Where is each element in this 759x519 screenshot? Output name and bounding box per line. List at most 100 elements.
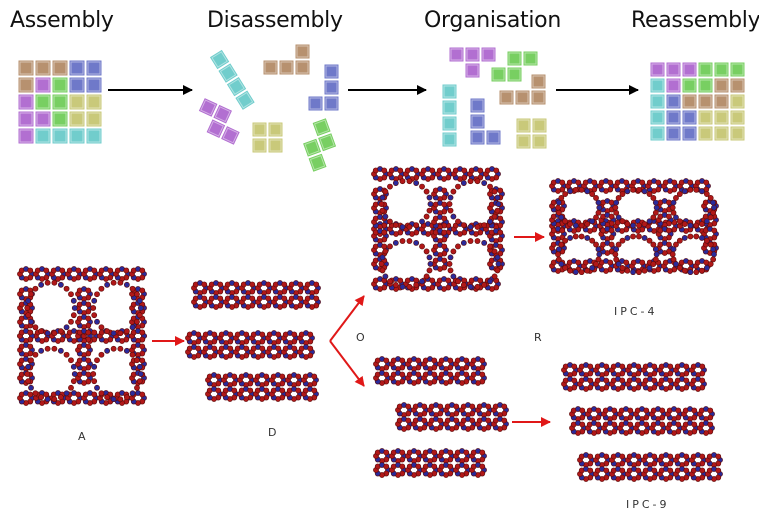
atom <box>501 403 508 410</box>
atom <box>639 259 646 266</box>
atom <box>32 351 39 358</box>
atom <box>71 371 78 377</box>
tetris-cell <box>469 97 486 114</box>
atom <box>63 285 70 292</box>
atom <box>455 183 461 190</box>
atom <box>666 213 672 220</box>
atom <box>461 167 468 174</box>
atom <box>399 283 406 290</box>
atom <box>481 222 488 229</box>
title-assembly: Assembly <box>10 8 114 33</box>
atom <box>57 347 64 354</box>
atom <box>608 213 615 220</box>
atom <box>429 277 436 284</box>
atom <box>555 204 561 211</box>
tetris-cell <box>34 76 52 94</box>
atom <box>231 387 238 394</box>
atom <box>195 345 202 352</box>
atom <box>699 363 706 370</box>
tetris-cell <box>441 131 458 148</box>
atom <box>693 186 700 193</box>
atom <box>595 209 602 216</box>
tetris-cell <box>681 93 698 110</box>
tetris-cell <box>262 59 279 76</box>
atom <box>265 295 272 302</box>
tetris-cell <box>205 118 227 140</box>
tetris-cell <box>441 115 458 132</box>
atom <box>387 278 393 285</box>
title-reassembly: Reassembly <box>631 8 759 33</box>
atom <box>596 251 603 258</box>
tetris-cell <box>448 46 465 63</box>
atom <box>703 218 710 225</box>
atom <box>587 363 594 370</box>
atom <box>32 324 39 331</box>
atom <box>613 246 620 253</box>
atom <box>447 449 454 456</box>
atom <box>110 345 117 352</box>
atom <box>392 282 399 288</box>
atom <box>479 463 486 470</box>
structure-O-top <box>371 166 505 292</box>
atom <box>110 330 117 337</box>
atom <box>667 453 674 460</box>
atom <box>28 384 34 391</box>
atom <box>619 453 626 460</box>
atom <box>85 371 92 378</box>
atom <box>603 377 610 384</box>
tetris-cell <box>34 127 52 145</box>
atom <box>419 278 425 285</box>
atom <box>579 407 586 414</box>
tetris-cell <box>506 50 523 67</box>
atom <box>693 269 700 276</box>
atom <box>494 267 501 274</box>
atom <box>707 195 714 201</box>
atom <box>44 396 51 403</box>
atom <box>279 387 286 394</box>
atom <box>445 167 452 174</box>
atom <box>431 371 438 378</box>
atom <box>683 467 690 474</box>
atom <box>467 238 474 244</box>
atom <box>137 371 144 377</box>
arrow-D-to-O-top <box>329 295 365 342</box>
atom <box>479 357 486 364</box>
organisation-pieces <box>441 46 548 150</box>
atom <box>587 377 594 384</box>
atom <box>595 421 602 428</box>
atom <box>491 188 498 195</box>
tetris-cell <box>697 109 714 126</box>
atom <box>123 394 130 401</box>
atom <box>683 453 690 460</box>
atom <box>673 241 679 248</box>
atom <box>405 403 412 410</box>
tetris-cell <box>294 43 311 60</box>
atom <box>619 363 626 370</box>
atom <box>110 396 117 403</box>
atom <box>98 351 105 358</box>
atom <box>51 396 58 403</box>
tetris-cell <box>681 125 698 142</box>
atom <box>707 261 714 267</box>
atom <box>699 267 705 274</box>
atom <box>117 279 124 286</box>
atom <box>562 265 569 271</box>
atom <box>136 312 143 319</box>
atom <box>707 407 714 414</box>
atom <box>558 195 565 201</box>
reassembly-block-grid <box>649 61 746 142</box>
atom <box>670 256 677 263</box>
atom <box>593 241 599 248</box>
atom <box>447 463 454 470</box>
atom <box>646 191 653 197</box>
atom <box>491 213 498 220</box>
atom <box>474 283 481 290</box>
atom <box>650 261 657 267</box>
atom <box>51 279 58 286</box>
atom <box>91 363 98 370</box>
atom <box>259 331 266 338</box>
atom <box>687 222 694 229</box>
atom <box>603 363 610 370</box>
atom <box>233 295 240 302</box>
atom <box>650 214 657 221</box>
